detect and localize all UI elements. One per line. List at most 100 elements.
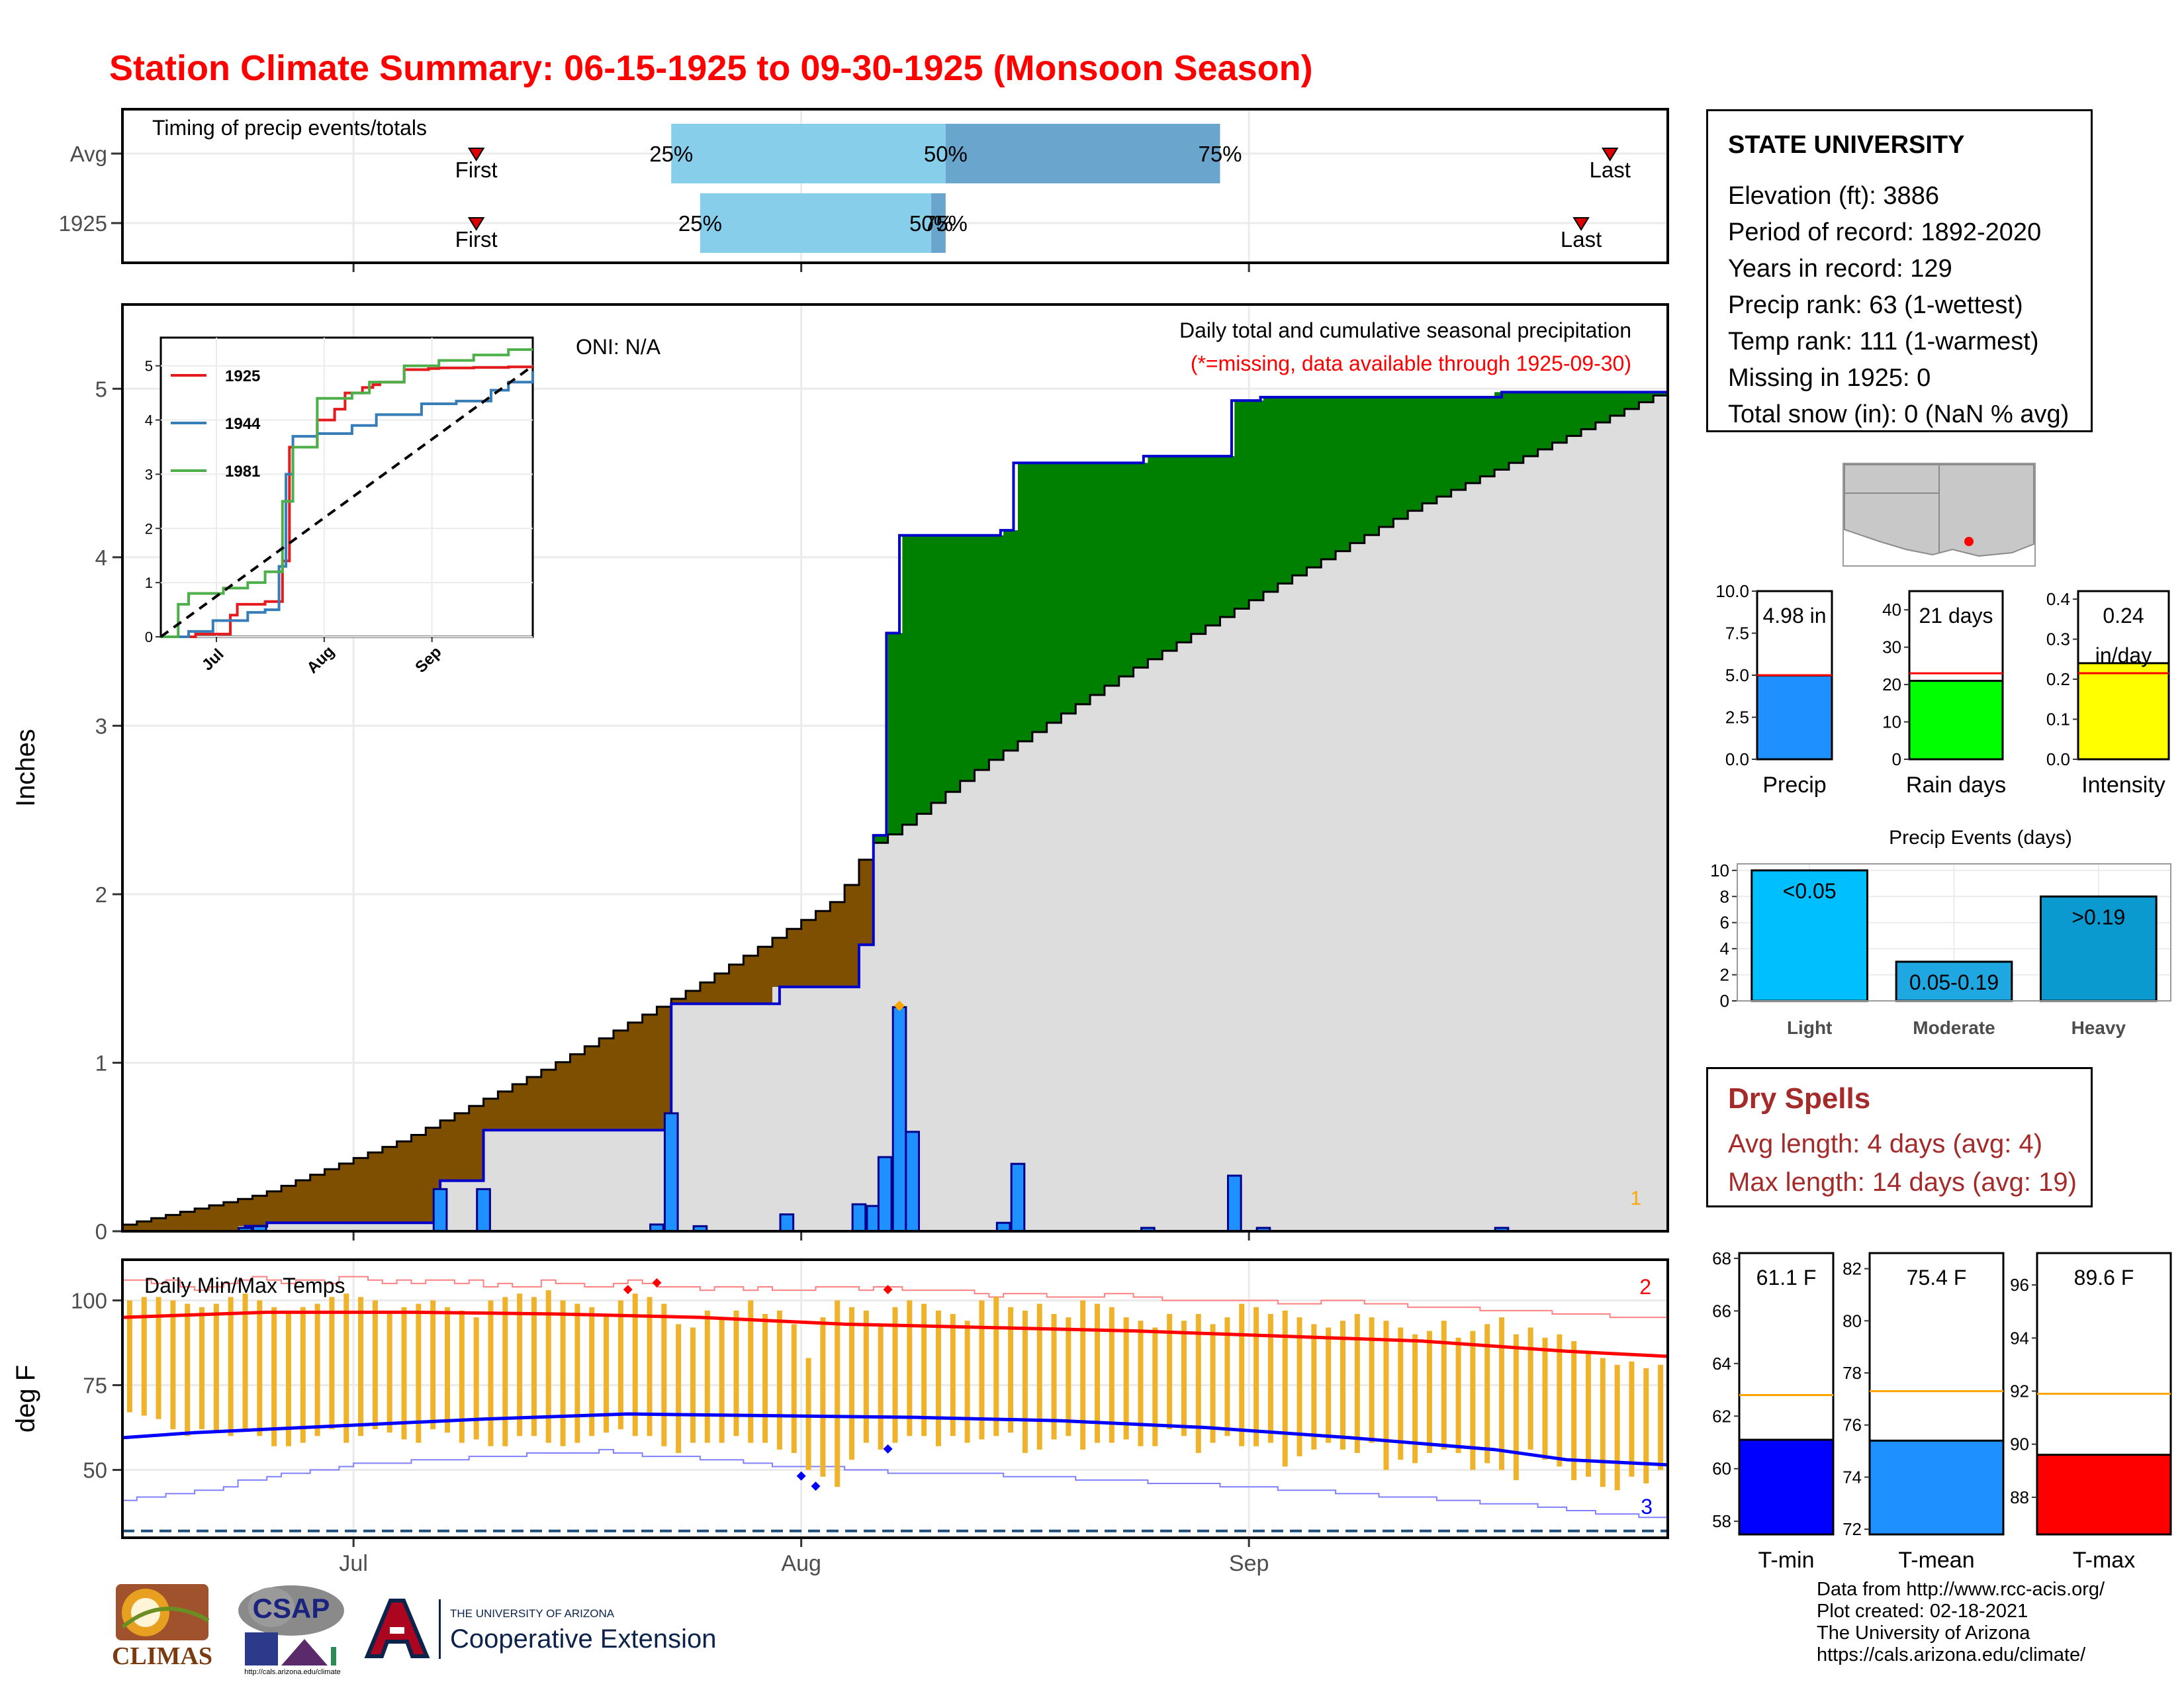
precip-y-tick-label: 5 <box>95 377 107 401</box>
climatology-fill <box>844 986 860 1231</box>
climatology-fill <box>1422 503 1437 1231</box>
csap-logo-text: CSAP <box>252 1593 330 1624</box>
climatology-fill <box>382 1223 398 1231</box>
daily-temp-bar <box>358 1297 364 1436</box>
timing-label-25: 25% <box>678 211 722 236</box>
climatology-fill <box>1552 442 1567 1231</box>
surplus-fill <box>1552 392 1567 443</box>
surplus-fill <box>1624 392 1639 409</box>
temp-title: Daily Min/Max Temps <box>144 1274 345 1297</box>
precip-events-bar-label: >0.19 <box>2071 905 2125 929</box>
station-snow: Total snow (in): 0 (NaN % avg) <box>1728 400 2070 428</box>
climatology-fill <box>1480 476 1495 1231</box>
precip-events-y-tick-label: 10 <box>1710 861 1729 880</box>
daily-temp-bar <box>719 1317 725 1443</box>
daily-temp-bar <box>488 1300 494 1446</box>
season-total-y-tick-label: 20 <box>1882 675 1901 694</box>
daily-temp-bar <box>762 1313 768 1443</box>
season-total-y-tick-label: 30 <box>1882 637 1901 657</box>
daily-temp-bar <box>1527 1327 1533 1450</box>
climatology-fill <box>1061 713 1076 1231</box>
oni-annotation: ONI: N/A <box>576 335 661 359</box>
daily-temp-bar <box>1297 1317 1302 1457</box>
precip-events-category-label: Light <box>1787 1017 1832 1038</box>
deficit-fill <box>758 947 773 1004</box>
deficit-fill <box>657 1006 672 1131</box>
climatology-fill <box>960 780 976 1231</box>
daily-temp-bar <box>445 1307 451 1433</box>
climatology-fill <box>1408 510 1423 1231</box>
temp-mean-y-tick-label: 74 <box>1843 1467 1862 1487</box>
temp-mean-y-tick-label: 60 <box>1712 1459 1731 1479</box>
daily-temp-bar <box>1239 1303 1245 1446</box>
precip-events-bar <box>1751 869 1868 1002</box>
climatology-fill <box>1595 422 1611 1231</box>
climatology-fill <box>1205 625 1221 1231</box>
daily-temp-bar <box>1326 1327 1332 1443</box>
daily-temp-bar <box>1470 1331 1476 1470</box>
daily-temp-bar <box>1614 1364 1620 1491</box>
climatology-fill <box>1639 402 1654 1231</box>
daily-temp-bar <box>1210 1324 1216 1443</box>
daily-temp-bar <box>1412 1334 1418 1464</box>
deficit-fill <box>599 1038 614 1131</box>
daily-temp-bar <box>1484 1324 1490 1464</box>
surplus-fill <box>1523 392 1539 457</box>
daily-temp-bar <box>1181 1321 1187 1436</box>
daily-temp-bar <box>1152 1327 1158 1446</box>
daily-temp-bar <box>776 1310 782 1450</box>
deficit-fill <box>295 1180 311 1223</box>
daily-precip-bar <box>1010 1162 1026 1233</box>
deficit-fill <box>815 911 831 987</box>
daily-temp-bar <box>921 1303 927 1436</box>
timing-label-50: 50% <box>924 142 968 166</box>
timing-marker <box>1572 217 1590 231</box>
precip-panel: Daily total and cumulative seasonal prec… <box>11 303 1669 1244</box>
daily-temp-bar <box>517 1293 523 1436</box>
daily-temp-bar <box>1008 1307 1014 1433</box>
daily-temp-bar <box>156 1297 161 1419</box>
daily-temp-bar <box>502 1297 508 1446</box>
record-min-marker <box>883 1444 893 1454</box>
daily-temp-bar <box>314 1303 320 1436</box>
temp-corner-label-max: 2 <box>1639 1275 1651 1299</box>
temp-mean-value-label: 61.1 F <box>1756 1266 1817 1289</box>
climatology-fill <box>642 1130 657 1231</box>
daily-temp-bar <box>228 1297 234 1436</box>
temp-mean-y-tick-label: 64 <box>1712 1354 1731 1374</box>
inset-legend-label: 1925 <box>225 367 260 385</box>
dry-spells-title: Dry Spells <box>1728 1082 1871 1115</box>
surplus-fill <box>1508 392 1524 463</box>
deficit-fill <box>223 1202 239 1231</box>
temp-mean-panel: 88 90 92 94 96 89.6 F T-max <box>2010 1252 2172 1573</box>
avg-tmax-line <box>122 1310 1668 1358</box>
daily-temp-bar <box>1557 1334 1563 1467</box>
surplus-fill <box>1075 463 1091 704</box>
daily-temp-bar <box>1571 1340 1577 1480</box>
daily-temp-bar <box>791 1324 797 1453</box>
season-total-y-tick-label: 7.5 <box>1725 624 1749 643</box>
deficit-fill <box>801 919 816 987</box>
timing-marker-label: First <box>455 158 498 182</box>
daily-temp-bar <box>820 1317 826 1477</box>
climatology-fill <box>1075 704 1091 1231</box>
daily-temp-bar <box>1253 1307 1259 1446</box>
daily-temp-bar <box>430 1300 436 1430</box>
climatology-fill <box>512 1130 527 1231</box>
climatology-fill <box>1523 456 1539 1232</box>
temp-x-tick-label: Jul <box>339 1551 367 1576</box>
daily-temp-bar <box>907 1300 913 1436</box>
station-temp-rank: Temp rank: 111 (1-warmest) <box>1728 328 2039 355</box>
station-info-box: STATE UNIVERSITY Elevation (ft): 3886 Pe… <box>1706 109 2093 432</box>
deficit-fill <box>555 1062 570 1131</box>
daily-temp-bar <box>1340 1321 1345 1450</box>
surplus-fill <box>1292 397 1307 576</box>
deficit-fill <box>267 1191 282 1223</box>
season-total-y-tick-label: 10 <box>1882 712 1901 732</box>
daily-temp-bar <box>849 1307 855 1460</box>
climatology-fill <box>1451 490 1466 1231</box>
deficit-fill <box>411 1135 426 1223</box>
climatology-fill <box>1104 685 1120 1231</box>
surplus-fill <box>1046 463 1062 723</box>
